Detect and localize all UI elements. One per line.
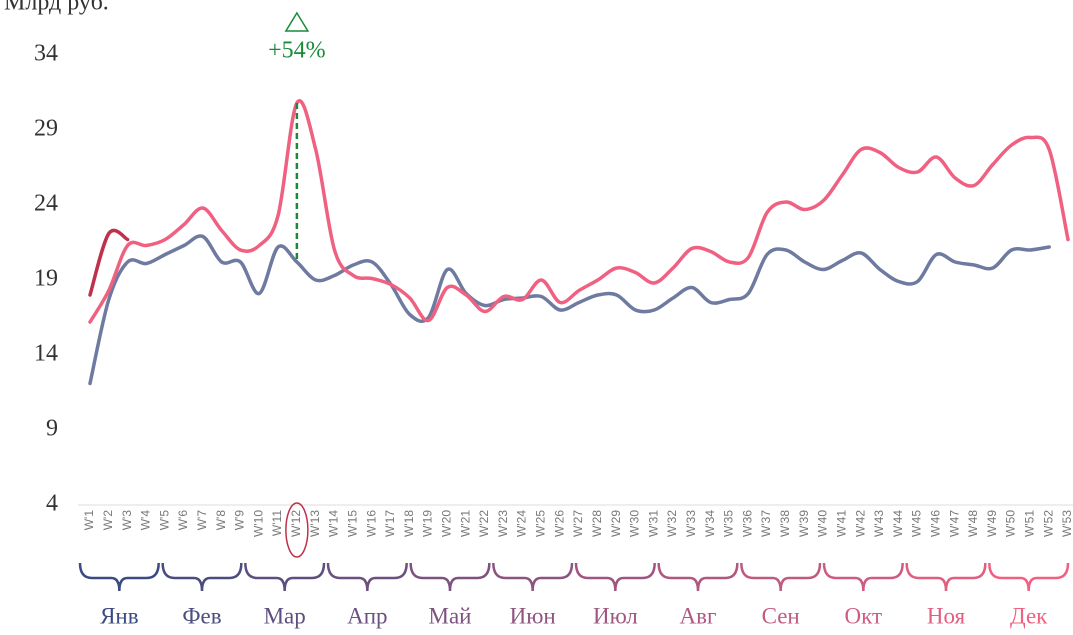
x-tick-label: W'16 [364, 510, 378, 537]
month-label: Мар [264, 603, 306, 628]
x-tick-label: W'35 [722, 510, 736, 537]
x-tick-label: W'21 [458, 510, 472, 537]
x-tick-label: W'29 [609, 510, 623, 537]
month-brace [244, 562, 326, 592]
x-tick-label: W'5 [157, 510, 171, 531]
x-tick-label: W'43 [872, 510, 886, 537]
month-brace [988, 562, 1070, 592]
line-series [88, 99, 1070, 324]
x-tick-label: W'51 [1023, 510, 1037, 537]
x-tick-label: W'40 [816, 510, 830, 537]
y-tick-label: 9 [46, 416, 58, 442]
month-label: Янв [100, 603, 139, 628]
x-tick-label: W'28 [590, 510, 604, 537]
line-series [88, 228, 130, 297]
x-tick-label: W'32 [665, 510, 679, 537]
month-brace [161, 562, 243, 592]
x-tick-label: W'31 [646, 510, 660, 537]
x-tick-label: W'20 [440, 510, 454, 537]
month-label: Июл [593, 603, 638, 628]
month-brace [822, 562, 904, 592]
annotation-text: +54% [268, 38, 326, 64]
x-tick-label: W'9 [233, 510, 247, 531]
x-tick-label: W'49 [985, 510, 999, 537]
month-brace [657, 562, 739, 592]
month-brace [574, 562, 656, 592]
month-brace [492, 562, 574, 592]
x-tick-label: W'30 [628, 510, 642, 537]
x-tick-label: W'17 [383, 510, 397, 537]
y-tick-label: 34 [34, 41, 58, 67]
month-label: Дек [1010, 603, 1048, 628]
x-tick-label: W'12 [289, 510, 303, 537]
y-tick-label: 4 [46, 491, 58, 517]
x-tick-label: W'53 [1060, 510, 1073, 537]
x-tick-label: W'48 [966, 510, 980, 537]
x-tick-label: W'19 [421, 510, 435, 537]
y-tick-label: 19 [34, 266, 58, 292]
x-tick-label: W'47 [947, 510, 961, 537]
x-tick-label: W'8 [214, 510, 228, 531]
x-tick-label: W'13 [308, 510, 322, 537]
x-tick-label: W'52 [1041, 510, 1055, 537]
month-label: Авг [680, 603, 717, 628]
y-tick-label: 29 [34, 116, 58, 142]
x-tick-label: W'26 [552, 510, 566, 537]
x-tick-label: W'36 [740, 510, 754, 537]
month-label: Окт [845, 603, 883, 628]
x-tick-label: W'24 [515, 510, 529, 537]
x-tick-label: W'7 [195, 510, 209, 531]
annotation-triangle [284, 11, 310, 32]
month-brace [326, 562, 408, 592]
x-tick-label: W'10 [251, 510, 265, 537]
annotation-ellipse [285, 502, 309, 558]
x-tick-label: W'44 [891, 510, 905, 537]
x-tick-label: W'11 [270, 510, 284, 536]
y-tick-label: 24 [34, 191, 58, 217]
line-series [88, 234, 1051, 386]
x-tick-label: W'41 [834, 510, 848, 537]
x-tick-label: W'2 [101, 510, 115, 531]
x-tick-label: W'34 [703, 510, 717, 537]
x-tick-label: W'25 [534, 510, 548, 537]
month-brace [409, 562, 491, 592]
month-label: Апр [347, 603, 387, 628]
x-tick-label: W'39 [797, 510, 811, 537]
x-tick-label: W'14 [327, 510, 341, 537]
x-tick-label: W'18 [402, 510, 416, 537]
x-tick-label: W'38 [778, 510, 792, 537]
chart-title: Млрд руб. [4, 0, 109, 16]
x-tick-label: W'33 [684, 510, 698, 537]
month-label: Июн [510, 603, 556, 628]
x-tick-label: W'23 [496, 510, 510, 537]
month-brace [905, 562, 987, 592]
month-label: Ноя [927, 603, 966, 628]
x-tick-label: W'45 [910, 510, 924, 537]
x-tick-label: W'22 [477, 510, 491, 537]
x-tick-label: W'4 [139, 510, 153, 531]
x-tick-label: W'27 [571, 510, 585, 537]
month-brace [740, 562, 822, 592]
x-tick-label: W'3 [120, 510, 134, 531]
x-tick-label: W'6 [176, 510, 190, 531]
y-tick-label: 14 [34, 341, 58, 367]
month-label: Фев [182, 603, 221, 628]
x-tick-label: W'42 [853, 510, 867, 537]
x-tick-label: W'1 [82, 510, 96, 531]
month-label: Май [429, 603, 472, 628]
x-tick-label: W'50 [1004, 510, 1018, 537]
x-tick-label: W'37 [759, 510, 773, 537]
x-tick-label: W'15 [345, 510, 359, 537]
month-label: Сен [762, 603, 800, 628]
x-tick-label: W'46 [929, 510, 943, 537]
month-brace [78, 562, 160, 592]
